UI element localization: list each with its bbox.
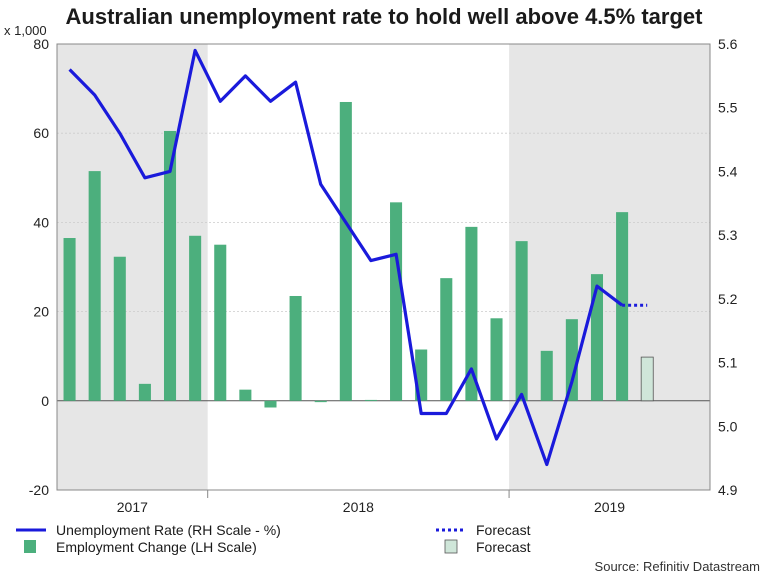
employment-bar: [113, 256, 126, 401]
left-tick-label: 40: [33, 214, 49, 230]
employment-bar: [590, 274, 604, 401]
shade-band-2017: [57, 44, 208, 490]
employment-bar: [364, 399, 377, 401]
left-tick-label: -20: [29, 482, 49, 498]
left-tick-label: 0: [41, 393, 49, 409]
employment-bar: [314, 400, 327, 403]
left-tick-label: 60: [33, 125, 49, 141]
employment-bar: [189, 235, 202, 401]
plot-frame: [56, 43, 711, 491]
year-label: 2018: [343, 499, 374, 515]
right-tick-label: 5.5: [718, 100, 738, 116]
employment-bar: [163, 130, 177, 401]
source-note: Source: Refinitiv Datastream: [595, 559, 760, 574]
legend-forecast-bar-swatch: [444, 539, 458, 554]
employment-bar: [239, 389, 252, 401]
employment-bar: [339, 101, 352, 401]
employment-bar: [88, 171, 101, 401]
right-tick-label: 5.4: [718, 163, 738, 179]
employment-bar: [565, 319, 578, 401]
right-tick-label: 5.6: [718, 36, 738, 52]
employment-bars: [63, 101, 654, 408]
forecast-bar: [640, 356, 654, 402]
employment-bar: [264, 400, 277, 408]
left-tick-label: 20: [33, 304, 49, 320]
right-tick-label: 5.2: [718, 291, 738, 307]
right-tick-label: 4.9: [718, 482, 738, 498]
chart-title: Australian unemployment rate to hold wel…: [66, 4, 704, 29]
legend-line-label: Unemployment Rate (RH Scale - %): [56, 522, 281, 538]
left-tick-label: 80: [33, 36, 49, 52]
unemployment-lines: [68, 48, 648, 467]
employment-bar: [138, 383, 151, 401]
year-label: 2017: [117, 499, 148, 515]
right-tick-label: 5.1: [718, 355, 738, 371]
employment-bar: [515, 241, 528, 401]
left-axis-ticks: -20 0 20 40 60 80: [29, 36, 49, 498]
shaded-year-bands: [57, 44, 710, 490]
legend-bar-swatch: [24, 540, 36, 553]
employment-bar: [390, 202, 403, 401]
employment-bar: [214, 244, 227, 401]
left-axis-unit: x 1,000: [4, 23, 47, 38]
employment-bar: [440, 278, 453, 401]
employment-bar: [490, 318, 503, 401]
legend-bar-label: Employment Change (LH Scale): [56, 539, 257, 555]
year-label: 2019: [594, 499, 625, 515]
legend: Unemployment Rate (RH Scale - %) Employm…: [16, 522, 531, 555]
employment-bar: [616, 212, 629, 401]
employment-bar: [540, 350, 553, 401]
employment-bar: [63, 238, 76, 401]
employment-bar: [465, 226, 478, 401]
legend-forecast-line-label: Forecast: [476, 522, 531, 538]
right-tick-label: 5.3: [718, 227, 738, 243]
shade-band-2019: [509, 44, 710, 490]
right-tick-label: 5.0: [718, 418, 738, 434]
employment-bar: [289, 295, 302, 401]
right-axis-ticks: 4.9 5.0 5.1 5.2 5.3 5.4 5.5 5.6: [718, 36, 738, 498]
unemployment-rate-line: [68, 48, 624, 467]
legend-forecast-bar-label: Forecast: [476, 539, 531, 555]
year-labels: 2017 2018 2019: [117, 490, 625, 515]
